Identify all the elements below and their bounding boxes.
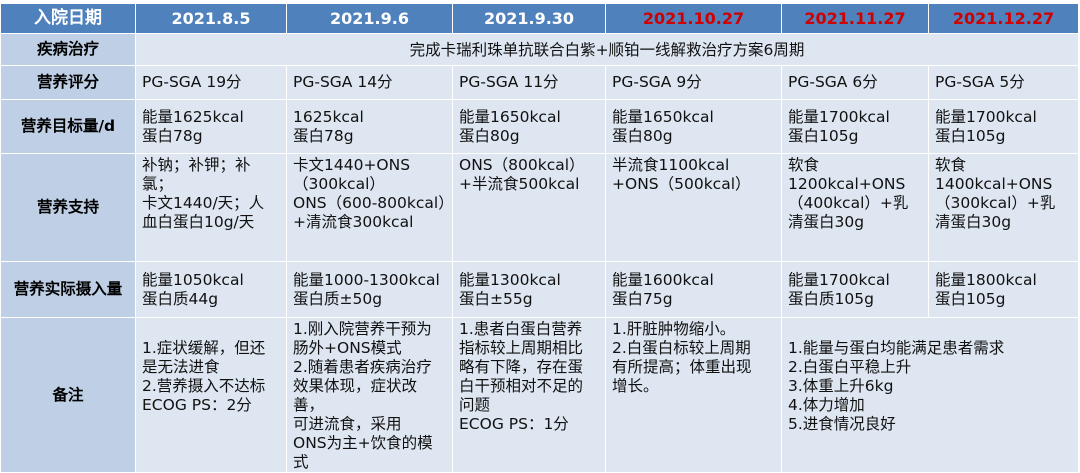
date-header: 2021.9.6 [286,3,453,34]
treatment-cell: 完成卡瑞利珠单抗联合白紫+顺铂一线解救治疗方案6周期 [135,33,1079,66]
row-label: 营养实际摄入量 [0,261,136,318]
notes-cell: 1.刚入院营养干预为 肠外+ONS模式 2.随着患者疾病治疗 效果体现，症状改善， 可进… [286,317,453,473]
row-label: 备注 [0,317,136,473]
date-header: 2021.10.27 [605,3,782,34]
target-cell: 1625kcal 蛋白78g [286,99,453,154]
row-label: 营养目标量/d [0,99,136,154]
notes-row: 备注 1.症状缓解，但还 是无法进食 2.营养摄入不达标 ECOG PS：2分 1.刚… [0,317,1079,473]
intake-cell: 能量1050kcal 蛋白质44g [135,261,287,318]
nutrition-table: 入院日期 2021.8.5 2021.9.6 2021.9.30 2021.10… [0,3,1079,473]
support-cell: 软食 1200kcal+ONS （400kcal）+乳 清蛋白30g [781,153,929,262]
score-cell: PG-SGA 6分 [781,65,929,100]
notes-cell: 1.患者白蛋白营养 指标较上周期相比 略有下降，存在蛋 白干预相对不足的 问题 ECOG … [452,317,606,473]
target-cell: 能量1700kcal 蛋白105g [781,99,929,154]
date-header: 2021.8.5 [135,3,287,34]
corner-header: 入院日期 [0,3,136,34]
target-cell: 能量1625kcal 蛋白78g [135,99,287,154]
score-cell: PG-SGA 19分 [135,65,287,100]
date-header: 2021.9.30 [452,3,606,34]
row-label: 疾病治疗 [0,33,136,66]
target-row: 营养目标量/d 能量1625kcal 蛋白78g 1625kcal 蛋白78g 能量… [0,99,1079,154]
header-row: 入院日期 2021.8.5 2021.9.6 2021.9.30 2021.10… [0,3,1079,34]
target-cell: 能量1650kcal 蛋白80g [452,99,606,154]
target-cell: 能量1650kcal 蛋白80g [605,99,782,154]
support-cell: 半流食1100kcal +ONS（500kcal） [605,153,782,262]
row-label: 营养评分 [0,65,136,100]
score-cell: PG-SGA 14分 [286,65,453,100]
intake-cell: 能量1000-1300kcal 蛋白质±50g [286,261,453,318]
date-header: 2021.11.27 [781,3,929,34]
support-cell: 卡文1440+ONS （300kcal） ONS（600-800kcal） +清流食3… [286,153,453,262]
notes-cell: 1.能量与蛋白均能满足患者需求 2.白蛋白平稳上升 3.体重上升6kg 4.体力增加 5… [781,317,1079,473]
support-cell: ONS（800kcal） +半流食500kcal [452,153,606,262]
intake-cell: 能量1700kcal 蛋白质105g [781,261,929,318]
target-cell: 能量1700kcal 蛋白105g [928,99,1079,154]
date-header: 2021.12.27 [928,3,1079,34]
score-cell: PG-SGA 5分 [928,65,1079,100]
intake-cell: 能量1600kcal 蛋白75g [605,261,782,318]
notes-cell: 1.症状缓解，但还 是无法进食 2.营养摄入不达标 ECOG PS：2分 [135,317,287,473]
support-row: 营养支持 补钠；补钾；补氯； 卡文1440/天；人 血白蛋白10g/天 卡文1440… [0,153,1079,262]
treatment-row: 疾病治疗 完成卡瑞利珠单抗联合白紫+顺铂一线解救治疗方案6周期 [0,33,1079,66]
support-cell: 软食 1400kcal+ONS （300kcal）+乳 清蛋白30g [928,153,1079,262]
intake-row: 营养实际摄入量 能量1050kcal 蛋白质44g 能量1000-1300kcal… [0,261,1079,318]
intake-cell: 能量1300kcal 蛋白±55g [452,261,606,318]
score-cell: PG-SGA 9分 [605,65,782,100]
notes-cell: 1.肝脏肿物缩小。 2.白蛋白标较上周期 有所提高；体重出现 增长。 [605,317,782,473]
row-label: 营养支持 [0,153,136,262]
score-row: 营养评分 PG-SGA 19分 PG-SGA 14分 PG-SGA 11分 PG… [0,65,1079,100]
intake-cell: 能量1800kcal 蛋白105g [928,261,1079,318]
score-cell: PG-SGA 11分 [452,65,606,100]
support-cell: 补钠；补钾；补氯； 卡文1440/天；人 血白蛋白10g/天 [135,153,287,262]
